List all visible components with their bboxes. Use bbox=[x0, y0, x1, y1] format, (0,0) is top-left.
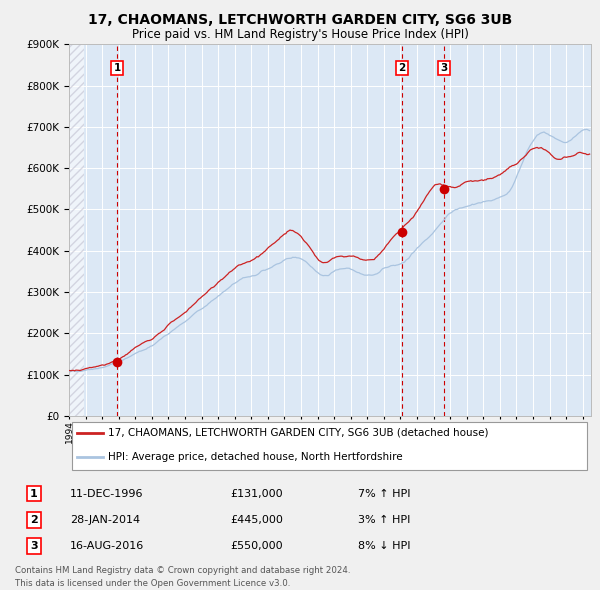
Text: 16-AUG-2016: 16-AUG-2016 bbox=[70, 541, 145, 551]
Bar bbox=[69, 44, 84, 416]
Text: Price paid vs. HM Land Registry's House Price Index (HPI): Price paid vs. HM Land Registry's House … bbox=[131, 28, 469, 41]
Text: £131,000: £131,000 bbox=[230, 489, 283, 499]
Text: 8% ↓ HPI: 8% ↓ HPI bbox=[358, 541, 410, 551]
Text: 3: 3 bbox=[440, 63, 448, 73]
Text: HPI: Average price, detached house, North Hertfordshire: HPI: Average price, detached house, Nort… bbox=[108, 453, 403, 463]
Text: This data is licensed under the Open Government Licence v3.0.: This data is licensed under the Open Gov… bbox=[15, 579, 290, 588]
Text: Contains HM Land Registry data © Crown copyright and database right 2024.: Contains HM Land Registry data © Crown c… bbox=[15, 566, 350, 575]
Text: 28-JAN-2014: 28-JAN-2014 bbox=[70, 515, 140, 525]
Text: 1: 1 bbox=[30, 489, 38, 499]
Text: 3% ↑ HPI: 3% ↑ HPI bbox=[358, 515, 410, 525]
Text: £445,000: £445,000 bbox=[230, 515, 283, 525]
Text: 17, CHAOMANS, LETCHWORTH GARDEN CITY, SG6 3UB (detached house): 17, CHAOMANS, LETCHWORTH GARDEN CITY, SG… bbox=[108, 428, 488, 438]
Text: 7% ↑ HPI: 7% ↑ HPI bbox=[358, 489, 410, 499]
Text: 3: 3 bbox=[30, 541, 38, 551]
Text: 17, CHAOMANS, LETCHWORTH GARDEN CITY, SG6 3UB: 17, CHAOMANS, LETCHWORTH GARDEN CITY, SG… bbox=[88, 13, 512, 27]
Text: 2: 2 bbox=[30, 515, 38, 525]
Text: 1: 1 bbox=[114, 63, 121, 73]
Text: 2: 2 bbox=[398, 63, 406, 73]
Text: £550,000: £550,000 bbox=[230, 541, 283, 551]
FancyBboxPatch shape bbox=[71, 422, 587, 470]
Text: 11-DEC-1996: 11-DEC-1996 bbox=[70, 489, 143, 499]
